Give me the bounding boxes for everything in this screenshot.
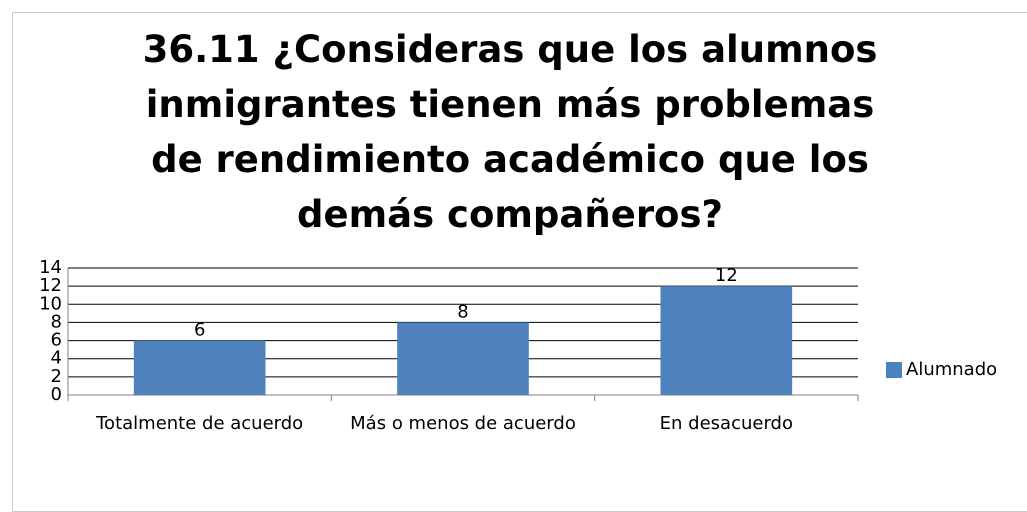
data-label: 8 [457,301,468,322]
x-tick-label: Más o menos de acuerdo [350,413,576,434]
y-tick-label: 8 [51,311,62,332]
bar [397,322,529,395]
data-label: 12 [715,265,738,286]
bar [133,340,266,395]
x-tick-label: En desacuerdo [659,413,793,434]
y-tick-label: 10 [39,293,62,314]
bar [660,286,793,395]
x-tick-label: Totalmente de acuerdo [96,413,304,434]
chart-title: 36.11 ¿Consideras que los alumnos inmigr… [142,28,878,236]
page: 36.11 ¿Consideras que los alumnos inmigr… [12,12,1027,512]
y-tick-label: 4 [51,348,62,369]
y-tick-label: 14 [39,257,62,278]
y-tick-label: 0 [51,384,62,405]
legend-swatch [886,362,902,378]
data-label: 6 [194,320,205,341]
legend-label: Alumnado [906,359,997,380]
y-tick-label: 6 [51,330,62,351]
y-tick-label: 12 [39,275,62,296]
y-tick-label: 2 [51,366,62,387]
